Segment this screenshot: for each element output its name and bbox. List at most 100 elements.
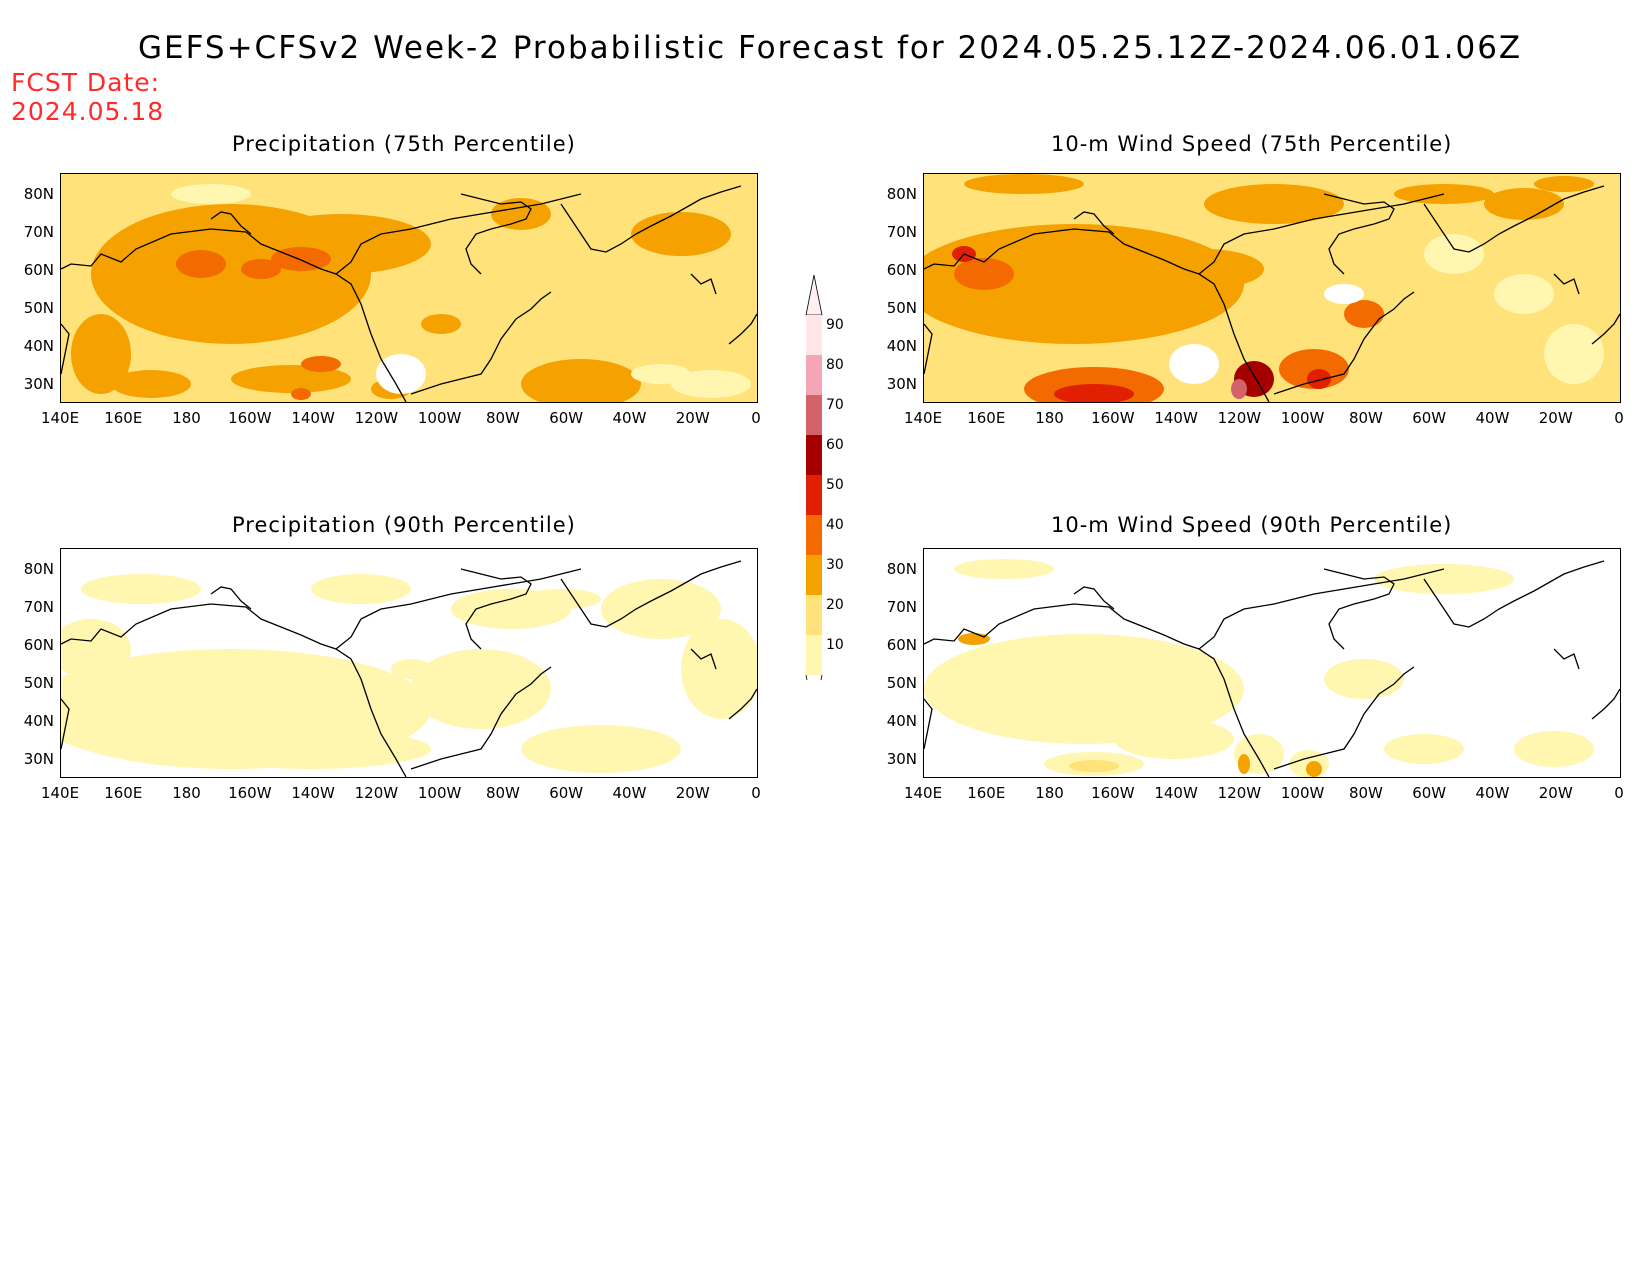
colorbar-segment <box>806 315 822 355</box>
coastline <box>924 228 1270 402</box>
field-contour <box>271 247 331 271</box>
lon-tick-label: 20W <box>675 409 710 427</box>
colorbar-segment <box>806 395 822 435</box>
coastline <box>1323 193 1395 275</box>
coastline <box>1273 291 1415 395</box>
lon-tick-label: 100W <box>417 784 462 802</box>
lon-tick-label: 160E <box>104 409 143 427</box>
colorbar-segment <box>806 595 822 635</box>
lon-tick-label: 80W <box>1348 409 1383 427</box>
coastline <box>61 698 70 750</box>
lon-tick-label: 180 <box>1035 409 1064 427</box>
coastline <box>924 603 1270 777</box>
coastline <box>728 688 757 720</box>
lon-tick-label: 140E <box>40 784 80 802</box>
lat-tick-label: 50N <box>23 299 54 317</box>
lon-tick-label: 20W <box>1538 409 1573 427</box>
field-contour <box>521 725 681 773</box>
field-contour <box>954 258 1014 290</box>
lon-tick-label: 100W <box>1280 784 1325 802</box>
colorbar-segment <box>806 635 822 675</box>
lat-tick-label: 30N <box>23 375 54 393</box>
field-contour <box>1069 760 1119 772</box>
lat-tick-label: 40N <box>886 712 917 730</box>
colorbar-segment <box>806 475 822 515</box>
field-contour <box>631 212 731 256</box>
lat-tick-label: 40N <box>23 337 54 355</box>
field-contour <box>1374 564 1514 594</box>
field-contour <box>291 388 311 400</box>
lon-tick-label: 80W <box>1348 784 1383 802</box>
field-contour <box>1169 344 1219 384</box>
lon-tick-label: 120W <box>354 409 399 427</box>
coastline <box>1553 273 1580 295</box>
field-contour <box>1424 234 1484 274</box>
field-contour <box>411 649 551 729</box>
coastline <box>924 323 933 375</box>
fcst-date-label: FCST Date: <box>11 68 161 97</box>
lon-tick-label: 100W <box>417 409 462 427</box>
lat-tick-label: 40N <box>886 337 917 355</box>
field-contour <box>1514 731 1594 767</box>
lon-tick-label: 180 <box>172 409 201 427</box>
field-contour <box>924 634 1244 744</box>
lat-tick-label: 50N <box>23 674 54 692</box>
lon-tick-label: 160E <box>967 409 1006 427</box>
lat-tick-label: 70N <box>886 598 917 616</box>
field-contour <box>301 356 341 372</box>
lat-tick-label: 50N <box>886 674 917 692</box>
lon-tick-label: 0 <box>1614 784 1624 802</box>
colorbar-tick-label: 80 <box>826 357 844 373</box>
field-contour <box>376 354 426 394</box>
colorbar-segment <box>806 515 822 555</box>
colorbar-tick-label: 60 <box>826 437 844 453</box>
lat-tick-label: 80N <box>23 560 54 578</box>
field-contour <box>1231 379 1247 399</box>
coastline <box>728 313 757 345</box>
field-contour <box>106 256 176 292</box>
lon-tick-label: 60W <box>1412 784 1447 802</box>
map-field-0 <box>61 174 757 402</box>
lat-tick-label: 30N <box>886 750 917 768</box>
map-precip-90 <box>60 548 758 778</box>
coastline <box>61 603 407 777</box>
fcst-date-value: 2024.05.18 <box>11 97 165 126</box>
map-precip-75 <box>60 173 758 403</box>
lat-tick-label: 70N <box>23 598 54 616</box>
field-contour <box>954 559 1054 579</box>
colorbar-tick-label: 40 <box>826 517 844 533</box>
coastline <box>690 273 717 295</box>
colorbar-segment <box>806 435 822 475</box>
lon-tick-label: 60W <box>549 409 584 427</box>
lon-tick-label: 0 <box>751 784 761 802</box>
coastline <box>210 211 252 235</box>
lon-tick-label: 0 <box>751 409 761 427</box>
field-contour <box>1344 300 1384 328</box>
field-contour <box>521 589 601 609</box>
lon-tick-label: 140W <box>1154 784 1198 802</box>
lon-tick-label: 40W <box>1475 784 1510 802</box>
lat-tick-label: 60N <box>886 261 917 279</box>
lon-tick-label: 100W <box>1280 409 1325 427</box>
field-contour <box>1484 188 1564 220</box>
field-contour <box>924 224 1244 344</box>
lon-tick-label: 60W <box>1412 409 1447 427</box>
lon-tick-label: 0 <box>1614 409 1624 427</box>
lon-tick-label: 160E <box>104 784 143 802</box>
field-contour <box>81 574 201 604</box>
colorbar-tick-label: 20 <box>826 597 844 613</box>
lat-tick-label: 80N <box>886 185 917 203</box>
field-contour <box>421 314 461 334</box>
lat-tick-label: 60N <box>886 636 917 654</box>
lon-tick-label: 40W <box>1475 409 1510 427</box>
colorbar-tick-label: 70 <box>826 397 844 413</box>
lat-tick-label: 40N <box>23 712 54 730</box>
field-contour <box>601 579 721 639</box>
lon-tick-label: 40W <box>612 784 647 802</box>
lat-tick-label: 80N <box>886 560 917 578</box>
coastline <box>1591 688 1620 720</box>
field-contour <box>1307 369 1331 389</box>
lat-tick-label: 30N <box>886 375 917 393</box>
fcst-date: FCST Date: 2024.05.18 <box>11 68 164 126</box>
coastline <box>924 698 933 750</box>
